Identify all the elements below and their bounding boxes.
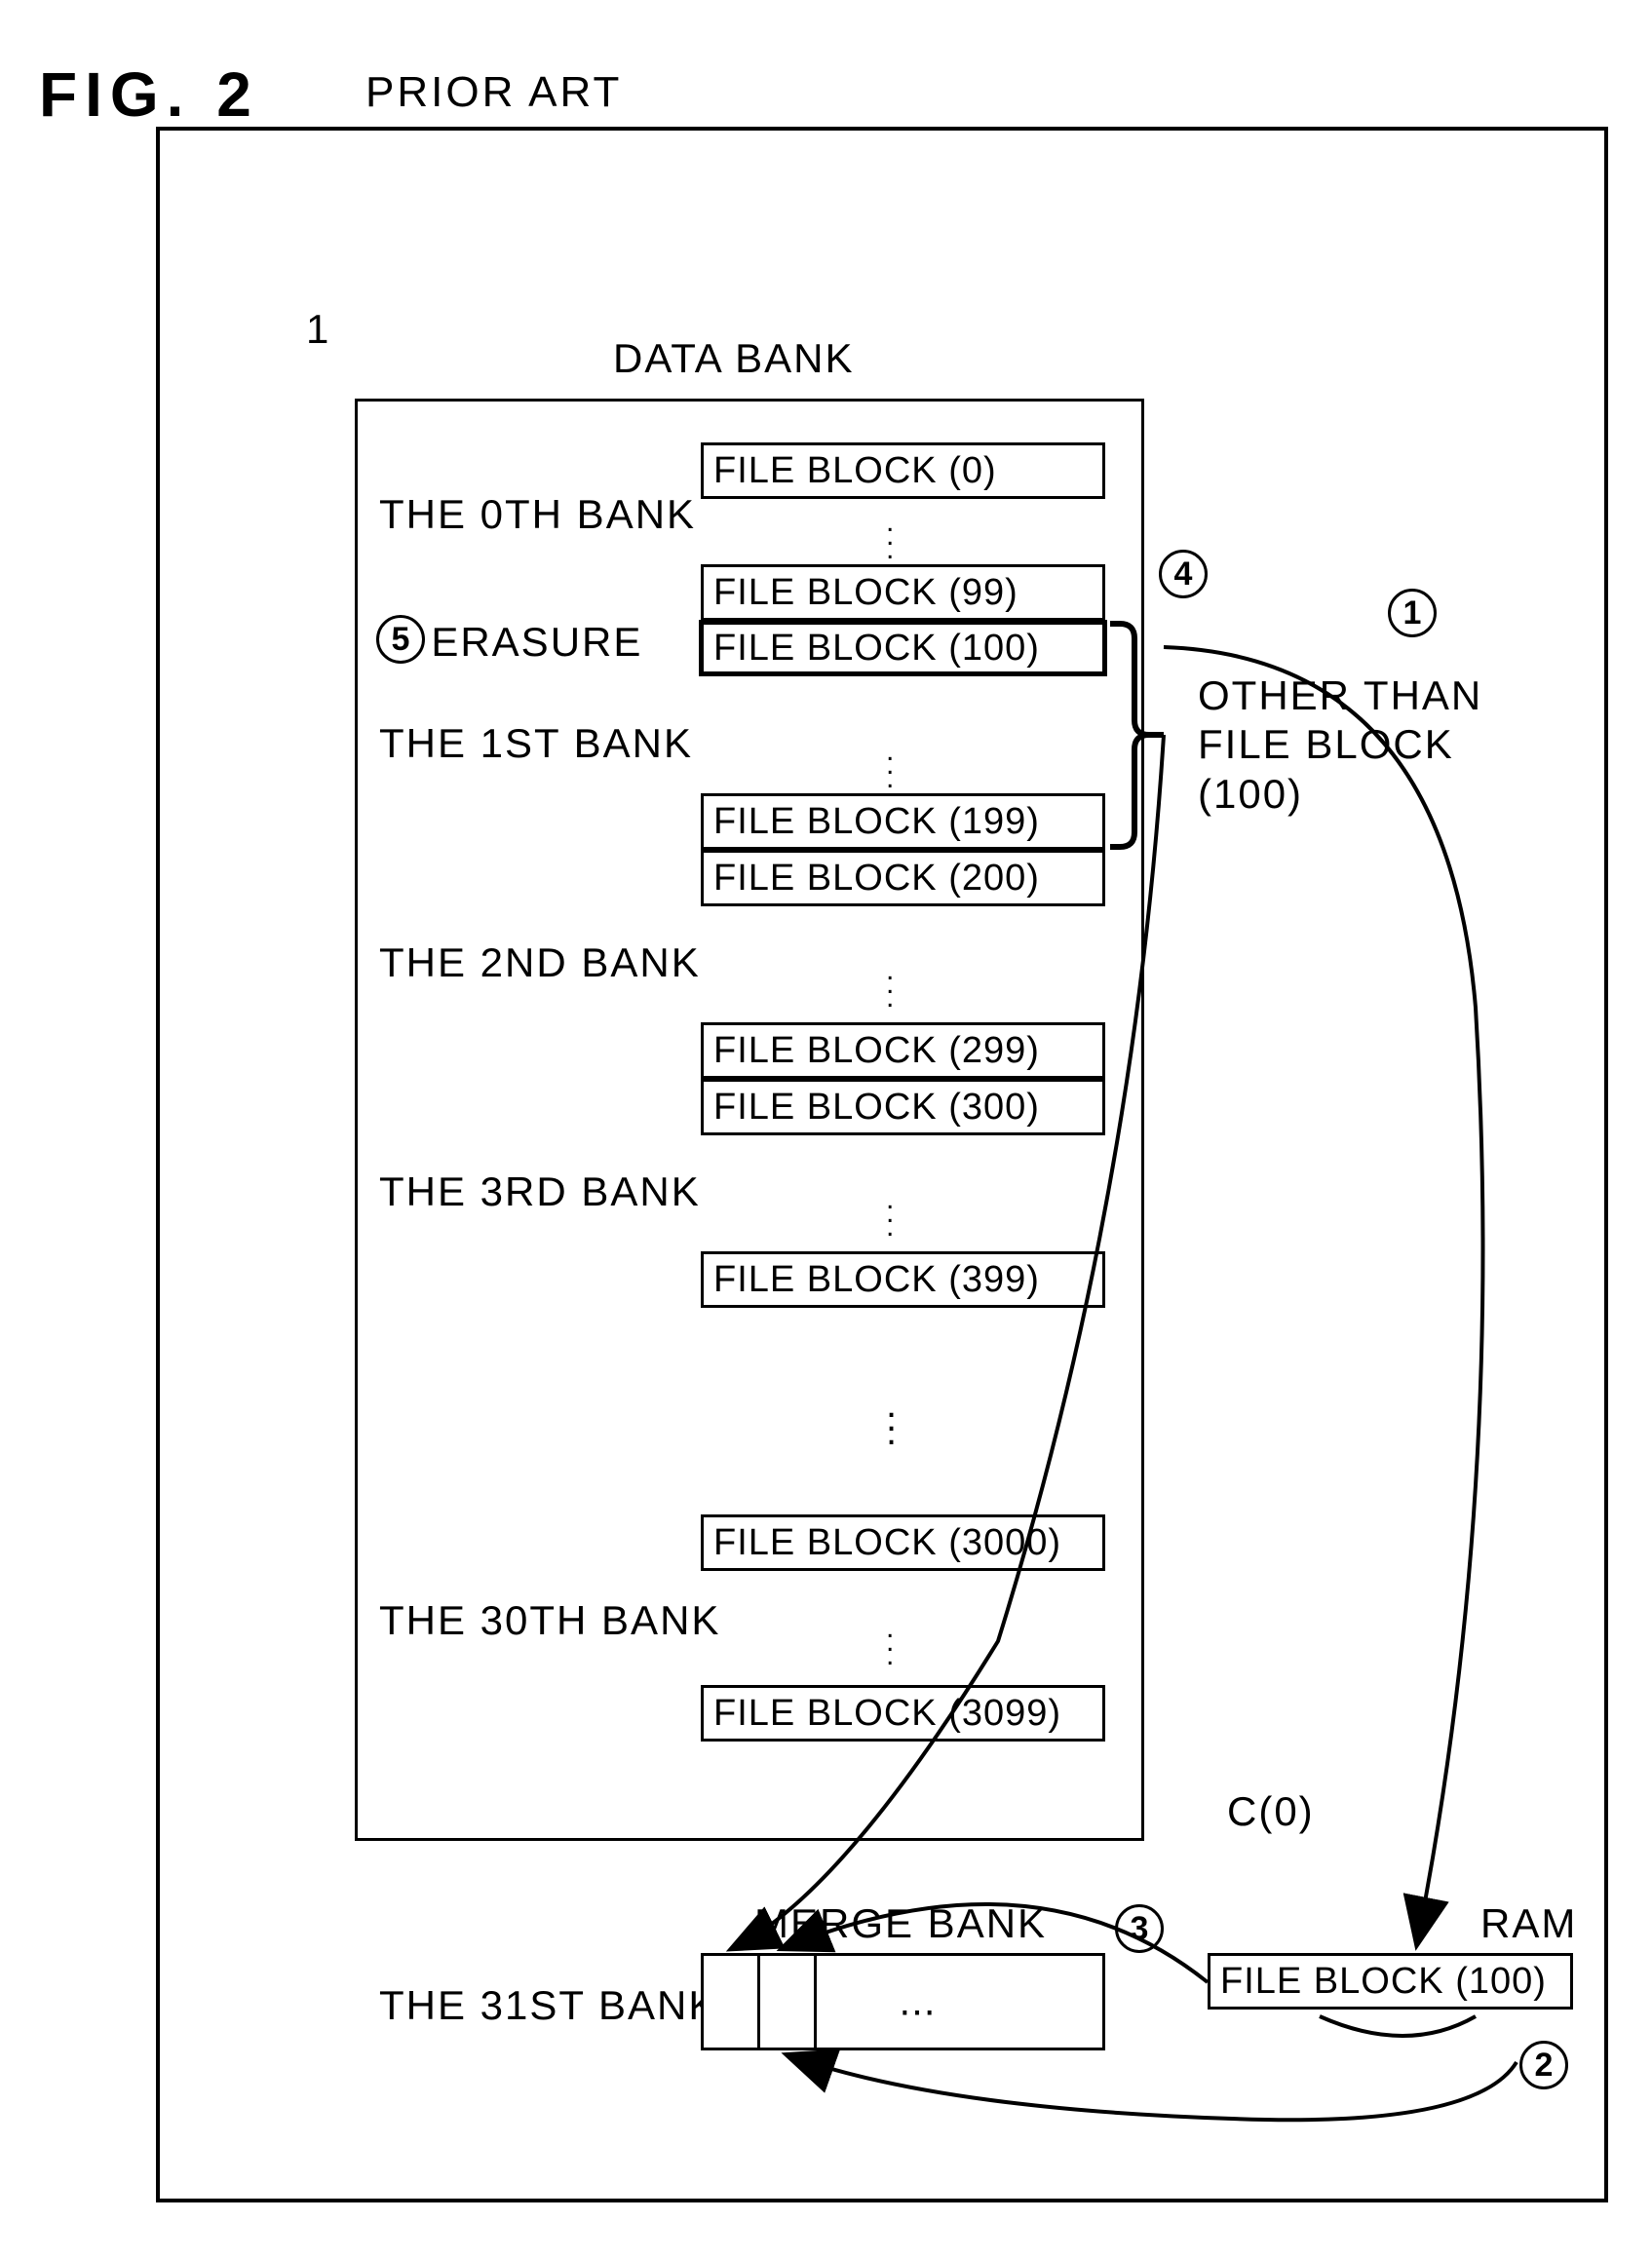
merge-bank-title: MERGE BANK	[754, 1899, 1047, 1948]
dots: ...	[886, 964, 894, 1005]
file-block-300: FILE BLOCK (300)	[701, 1079, 1105, 1135]
step-3-icon: 3	[1115, 1904, 1164, 1953]
bank-label-30: THE 30TH BANK	[379, 1597, 720, 1644]
ram-label: RAM	[1480, 1899, 1577, 1948]
figure-label: FIG. 2	[39, 58, 259, 131]
reference-numeral: 1	[306, 306, 328, 353]
dots: ...	[886, 516, 894, 556]
dots: ...	[886, 745, 894, 785]
step-5-icon: 5	[376, 615, 425, 664]
dots: ...	[886, 1622, 894, 1663]
dots: ...	[886, 1193, 894, 1234]
c0-label: C(0)	[1227, 1787, 1315, 1836]
file-block-3099: FILE BLOCK (3099)	[701, 1685, 1105, 1742]
prior-art-label: PRIOR ART	[365, 68, 622, 117]
file-block-200: FILE BLOCK (200)	[701, 850, 1105, 906]
ram-file-block: FILE BLOCK (100)	[1208, 1953, 1573, 2010]
bank-label-3: THE 3RD BANK	[379, 1168, 701, 1215]
step-1-icon: 1	[1388, 589, 1437, 637]
file-block-3000: FILE BLOCK (3000)	[701, 1514, 1105, 1571]
bank-label-31: THE 31ST BANK	[379, 1982, 717, 2029]
file-block-100: FILE BLOCK (100)	[699, 620, 1107, 676]
file-block-299: FILE BLOCK (299)	[701, 1022, 1105, 1079]
file-block-0: FILE BLOCK (0)	[701, 442, 1105, 499]
step-2-icon: 2	[1519, 2041, 1568, 2089]
bank-label-0: THE 0TH BANK	[379, 491, 696, 538]
other-than-label: OTHER THANFILE BLOCK(100)	[1198, 671, 1482, 819]
file-block-99: FILE BLOCK (99)	[701, 564, 1105, 621]
file-block-199: FILE BLOCK (199)	[701, 793, 1105, 850]
merge-slot	[760, 1956, 817, 2048]
bank-label-2: THE 2ND BANK	[379, 939, 701, 986]
outer-frame: 1 DATA BANK THE 0TH BANK ⑤ ERASURE THE 1…	[156, 127, 1608, 2202]
step-4-icon: 4	[1159, 550, 1208, 598]
merge-dots: ⋯	[899, 1990, 936, 2034]
merge-bank-box: ⋯	[701, 1953, 1105, 2050]
data-bank-title: DATA BANK	[613, 335, 855, 382]
bank-label-1: THE 1ST BANK	[379, 720, 693, 767]
dots-large: ...	[886, 1398, 897, 1438]
merge-slot	[704, 1956, 760, 2048]
file-block-399: FILE BLOCK (399)	[701, 1251, 1105, 1308]
